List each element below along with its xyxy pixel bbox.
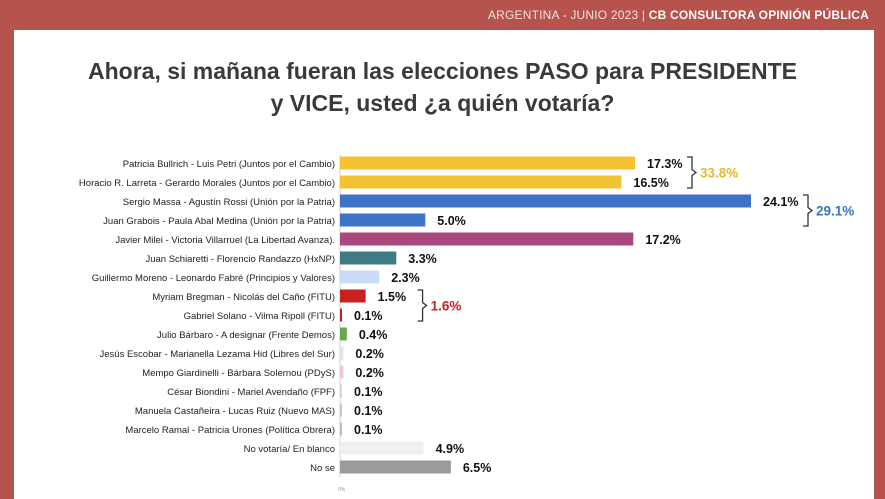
group-bracket [417, 289, 428, 322]
category-label: Julio Bárbaro - A designar (Frente Demos… [157, 330, 335, 341]
bar [340, 365, 344, 379]
value-label: 1.5% [378, 290, 407, 304]
value-label: 0.1% [354, 423, 383, 437]
group-total-label: 33.8% [700, 166, 738, 181]
category-label: Juan Schiaretti - Florencio Randazzo (Hx… [145, 254, 335, 265]
source-org: CB CONSULTORA OPINIÓN PÚBLICA [648, 8, 869, 22]
bar [340, 441, 424, 455]
category-label: Sergio Massa - Agustín Rossi (Unión por … [123, 197, 335, 208]
category-label: Marcelo Ramal - Patricia Urones (Polític… [125, 425, 335, 436]
value-label: 24.1% [763, 195, 798, 209]
value-label: 6.5% [463, 461, 492, 475]
value-label: 0.2% [355, 347, 384, 361]
category-label: Javier Milei - Victoria Villarruel (La L… [115, 235, 335, 246]
category-label: Myriam Bregman - Nicolás del Caño (FITU) [152, 292, 335, 303]
value-label: 17.2% [645, 233, 680, 247]
category-label: No se [310, 463, 335, 474]
bar [340, 308, 342, 322]
axis-tick-label: 0% [338, 487, 346, 493]
value-label: 0.2% [355, 366, 384, 380]
group-total-label: 29.1% [816, 204, 854, 219]
category-label: Juan Grabois - Paula Abal Medina (Unión … [103, 216, 335, 227]
category-label: Manuela Castañeira - Lucas Ruiz (Nuevo M… [135, 406, 335, 417]
value-label: 3.3% [408, 252, 437, 266]
bar [340, 403, 342, 417]
value-label: 0.4% [359, 328, 388, 342]
chart-panel [14, 30, 874, 499]
category-label: Horacio R. Larreta - Gerardo Morales (Ju… [79, 178, 335, 189]
category-label: César Biondini - Mariel Avendaño (FPF) [167, 387, 335, 398]
category-label: Guillermo Moreno - Leonardo Fabré (Princ… [92, 273, 335, 284]
bar [340, 251, 397, 265]
value-label: 5.0% [437, 214, 466, 228]
bar [340, 460, 451, 474]
category-label: Gabriel Solano - Vilma Ripoll (FITU) [184, 311, 335, 322]
value-label: 16.5% [633, 176, 668, 190]
bar [340, 213, 426, 227]
top-bar: ARGENTINA - JUNIO 2023 | CB CONSULTORA O… [0, 0, 885, 30]
bar [340, 422, 342, 436]
value-label: 0.1% [354, 309, 383, 323]
category-label: No votaría/ En blanco [244, 444, 335, 455]
bar [340, 194, 751, 208]
bar [340, 175, 622, 189]
bar [340, 270, 380, 284]
group-total-label: 1.6% [431, 299, 462, 314]
chart-title-line1: Ahora, si mañana fueran las elecciones P… [88, 58, 797, 84]
value-label: 0.1% [354, 385, 383, 399]
category-label: Patricia Bullrich - Luis Petri (Juntos p… [123, 159, 335, 170]
bar [340, 327, 347, 341]
category-label: Jesús Escobar - Marianella Lezama Hid (L… [100, 349, 336, 360]
category-label: Mempo Giardinelli - Bárbara Solernou (PD… [142, 368, 335, 379]
source-caption: ARGENTINA - JUNIO 2023 | CB CONSULTORA O… [488, 8, 869, 22]
source-prefix: ARGENTINA - JUNIO 2023 | [487, 8, 649, 22]
bar [340, 156, 636, 170]
value-label: 0.1% [354, 404, 383, 418]
value-label: 2.3% [391, 271, 420, 285]
value-label: 4.9% [436, 442, 465, 456]
group-bracket [803, 194, 814, 227]
chart-title-line2: y VICE, usted ¿a quién votaría? [270, 90, 615, 116]
bar [340, 232, 634, 246]
value-label: 17.3% [647, 157, 682, 171]
bar [340, 289, 366, 303]
bar [340, 384, 342, 398]
group-bracket [687, 156, 698, 189]
bar [340, 346, 344, 360]
